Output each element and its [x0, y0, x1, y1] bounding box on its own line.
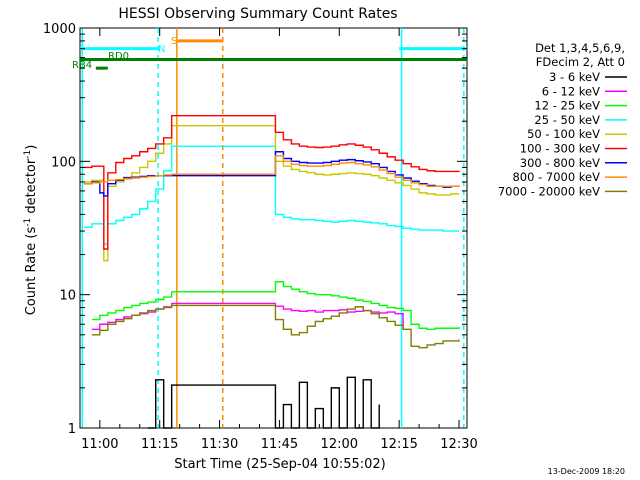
flag-label-n: N: [158, 44, 165, 55]
legend-label-7: 800 - 7000 keV: [512, 170, 600, 184]
series-line-0: [147, 376, 380, 429]
x-tick-label-3: 11:45: [261, 437, 298, 452]
flag-label-s: S: [171, 36, 177, 47]
legend-label-6: 300 - 800 keV: [520, 156, 600, 170]
x-tick-label-2: 11:30: [201, 437, 238, 452]
x-tick-label-4: 12:00: [321, 437, 358, 452]
series-line-7: [83, 155, 460, 187]
legend-label-0: 3 - 6 keV: [549, 70, 600, 84]
legend-label-4: 50 - 100 keV: [527, 127, 600, 141]
legend-label-2: 12 - 25 keV: [534, 99, 600, 113]
x-tick-label-1: 11:15: [141, 437, 178, 452]
flag-label-rd0: RD0: [108, 51, 129, 62]
footer-timestamp: 13-Dec-2009 18:20: [548, 467, 625, 476]
y-tick-label-3: 1000: [43, 22, 76, 37]
y-tick-label-2: 100: [51, 155, 76, 170]
vertical-markers: [81, 28, 465, 428]
state-flags: NS RD0 RB4: [72, 36, 467, 71]
series-line-8: [91, 304, 460, 349]
legend-label-1: 6 - 12 keV: [542, 84, 600, 98]
legend-title-line-1: Det 1,3,4,5,6,9,: [535, 41, 625, 55]
x-tick-label-0: 11:00: [81, 437, 118, 452]
x-axis-label: Start Time (25-Sep-04 10:55:02): [174, 457, 385, 472]
flag-label-rb4: RB4: [72, 60, 92, 71]
legend-label-5: 100 - 300 keV: [520, 142, 600, 156]
legend-title-line-2: FDecim 2, Att 0: [536, 55, 625, 69]
series-line-4: [83, 125, 460, 262]
y-tick-label-0: 1: [68, 422, 76, 437]
y-tick-label-1: 10: [59, 289, 76, 304]
series-line-2: [91, 281, 460, 330]
x-tick-label-6: 12:30: [440, 437, 477, 452]
plot-frame: [79, 27, 468, 429]
legend-label-8: 7000 - 20000 keV: [498, 184, 600, 198]
y-axis-ticks: 1 10 100 1000: [43, 22, 467, 437]
series-line-5: [83, 114, 460, 250]
series-layer: [83, 114, 460, 429]
series-line-3: [83, 145, 460, 245]
x-axis-ticks: 11:00 11:15 11:30 11:45 12:00 12:15 12:30: [81, 28, 478, 452]
chart-title: HESSI Observing Summary Count Rates: [118, 6, 397, 22]
legend: Det 1,3,4,5,6,9, FDecim 2, Att 0 3 - 6 k…: [498, 41, 627, 198]
y-axis-label: Count Rate (s-1 detector-1): [23, 145, 39, 316]
x-tick-label-5: 12:15: [380, 437, 417, 452]
legend-label-3: 25 - 50 keV: [534, 113, 600, 127]
